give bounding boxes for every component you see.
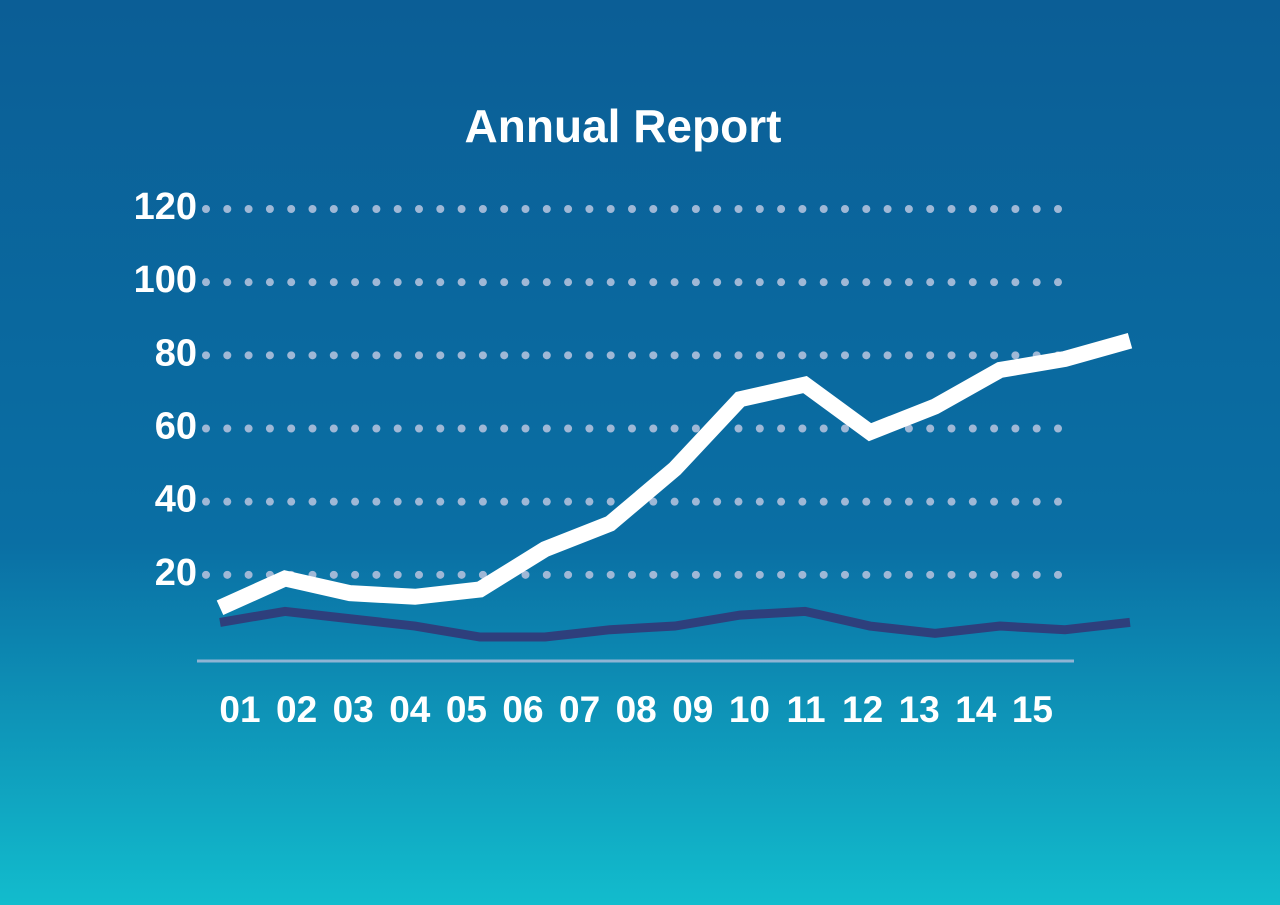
- x-tick-label: 13: [899, 689, 940, 730]
- y-tick-label: 100: [134, 259, 197, 301]
- y-tick-label: 120: [134, 186, 197, 228]
- y-tick-label: 60: [155, 406, 197, 448]
- series-line: [219, 606, 1131, 642]
- x-tick-label: 02: [276, 689, 317, 730]
- y-tick-label: 20: [155, 552, 197, 594]
- x-tick-label: 06: [502, 689, 543, 730]
- chart-title: Annual Report: [465, 100, 782, 152]
- x-tick-label: 05: [446, 689, 487, 730]
- x-tick-label: 12: [842, 689, 883, 730]
- x-tick-label: 04: [389, 689, 431, 730]
- x-tick-label: 10: [729, 689, 770, 730]
- x-tick-label: 09: [672, 689, 713, 730]
- x-tick-label: 15: [1012, 689, 1053, 730]
- x-tick-label: 11: [786, 689, 825, 730]
- x-tick-label: 01: [219, 689, 260, 730]
- series-line: [216, 332, 1133, 616]
- y-tick-label: 40: [155, 479, 197, 521]
- x-tick-label: 08: [616, 689, 657, 730]
- x-tick-label: 07: [559, 689, 600, 730]
- y-tick-label: 80: [155, 332, 197, 374]
- x-tick-label: 03: [333, 689, 374, 730]
- x-tick-label: 14: [955, 689, 997, 730]
